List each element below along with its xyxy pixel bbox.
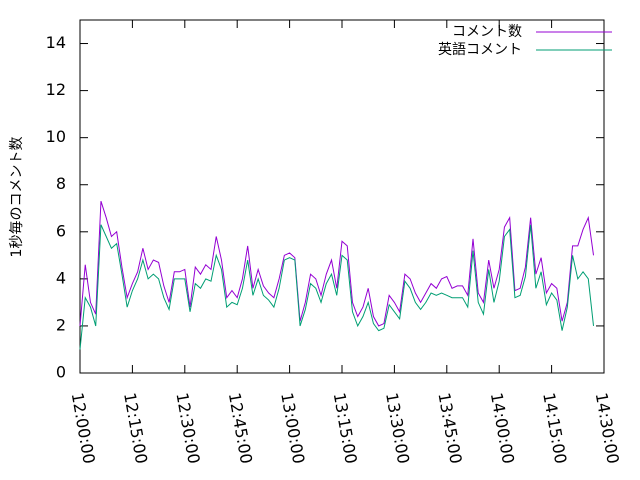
x-tick-label: 13:15:00: [330, 391, 361, 465]
x-tick-label: 13:00:00: [277, 391, 308, 465]
x-tick-label: 13:45:00: [434, 391, 465, 465]
x-tick-label: 14:00:00: [487, 391, 518, 465]
y-tick-label: 4: [56, 268, 66, 287]
y-tick-label: 14: [46, 33, 66, 52]
series-line: [79, 201, 595, 327]
plot-frame: [79, 19, 605, 374]
x-tick-label: 13:30:00: [382, 391, 413, 465]
x-tick-label: 12:45:00: [225, 391, 256, 465]
y-tick-label: 0: [56, 363, 66, 382]
x-tick-label: 14:30:00: [592, 391, 623, 465]
x-tick-label: 12:30:00: [172, 391, 203, 465]
x-tick-label: 12:00:00: [68, 391, 99, 465]
y-axis-label: 1秒毎のコメント数: [9, 137, 25, 258]
x-tick-label: 14:15:00: [539, 391, 570, 465]
y-tick-label: 12: [46, 80, 66, 99]
series-line: [79, 224, 595, 350]
x-tick-label: 12:15:00: [120, 391, 151, 465]
legend-label: コメント数: [452, 24, 522, 40]
y-tick-label: 2: [56, 315, 66, 334]
y-tick-label: 8: [56, 174, 66, 193]
y-tick-label: 10: [46, 127, 66, 146]
legend-label: 英語コメント: [438, 41, 522, 58]
y-tick-label: 6: [56, 221, 66, 240]
